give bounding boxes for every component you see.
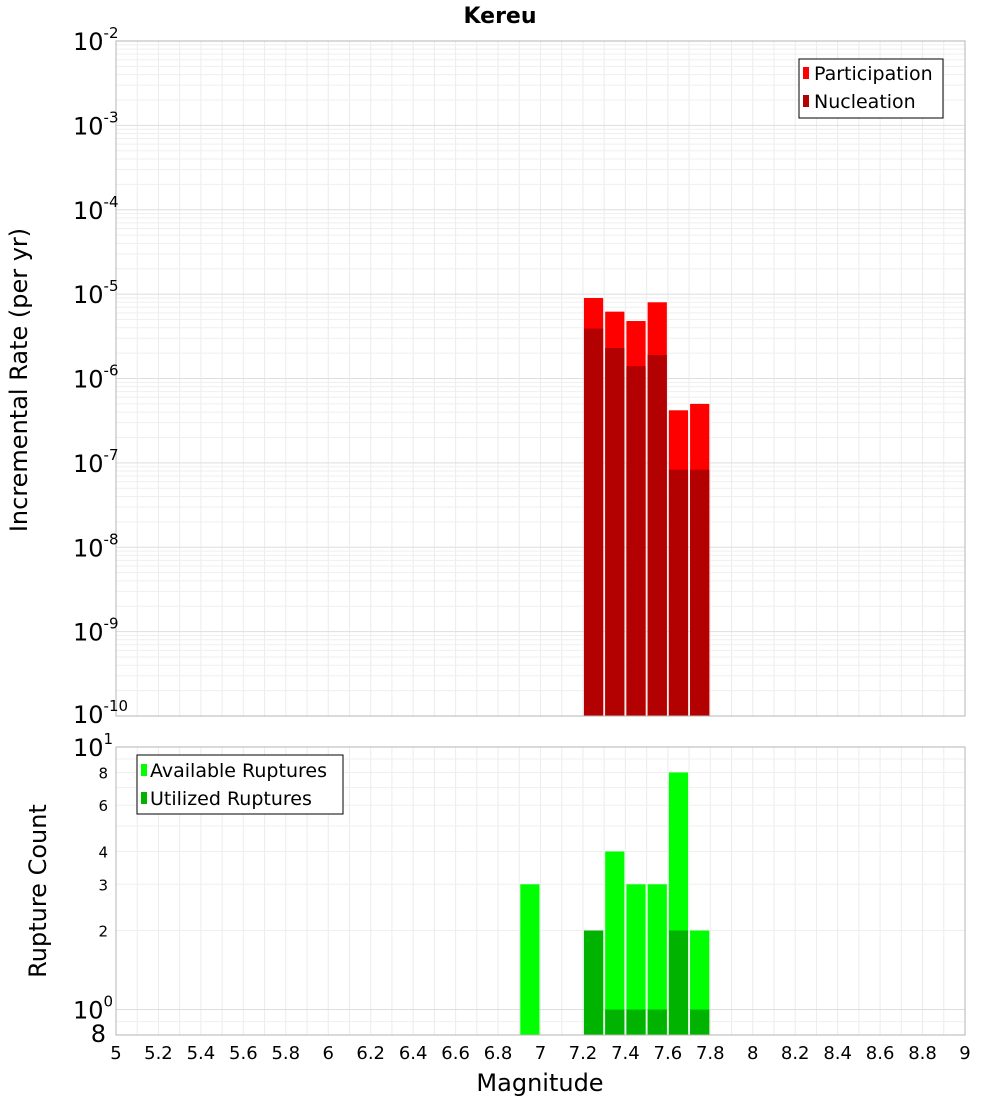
top-bar-nucleation [605, 347, 625, 716]
x-tick-label: 5.8 [271, 1043, 300, 1064]
x-tick-label: 8.8 [908, 1043, 937, 1064]
chart-title: Kereu [463, 4, 536, 29]
bottom-legend: Available Ruptures Utilized Ruptures [136, 754, 344, 815]
tick-exponent: -2 [104, 24, 119, 42]
bottom-y-minor-label: 4 [98, 843, 108, 861]
x-tick-label: 6 [323, 1043, 334, 1064]
bottom-bar-utilized-ruptures [690, 1009, 710, 1035]
tick-base: 10 [73, 534, 104, 562]
top-bar-nucleation [668, 469, 689, 716]
tick-base: 10 [73, 734, 104, 762]
x-tick-label: 8.2 [781, 1043, 810, 1064]
top-y-tick-label: 10-6 [73, 362, 119, 394]
tick-exponent: -4 [104, 193, 119, 211]
tick-base: 10 [73, 197, 104, 225]
x-tick-label: 8 [747, 1043, 758, 1064]
top-y-tick-label: 10-4 [73, 193, 119, 225]
bottom-bar-utilized-ruptures [668, 930, 689, 1035]
x-tick-label: 7.4 [611, 1043, 640, 1064]
tick-exponent: -7 [104, 446, 119, 464]
bottom-y-minor-label: 2 [98, 923, 108, 941]
top-bar-nucleation [626, 366, 646, 716]
bottom-bar-utilized-ruptures [583, 930, 604, 1035]
top-bar-nucleation [583, 328, 604, 716]
bottom-y-minor-label: 8 [98, 764, 108, 782]
x-tick-label: 8.6 [866, 1043, 895, 1064]
tick-exponent: -8 [104, 530, 119, 548]
bottom-bar-available-ruptures [520, 884, 540, 1035]
bottom-bar-available-ruptures [647, 884, 667, 1035]
top-y-tick-label: 10-3 [73, 108, 119, 140]
tick-base: 10 [73, 281, 104, 309]
tick-exponent: -3 [104, 108, 119, 126]
tick-exponent: 0 [104, 993, 114, 1011]
x-tick-label: 8.4 [823, 1043, 852, 1064]
x-axis-label: Magnitude [476, 1069, 603, 1097]
tick-base: 10 [73, 28, 104, 56]
bottom-bar-utilized-ruptures [626, 1009, 646, 1035]
tick-exponent: -6 [104, 362, 119, 380]
tick-exponent: -9 [104, 615, 119, 633]
bottom-y-tick-label: 101 [73, 730, 113, 762]
legend-swatch-nucleation [803, 95, 809, 107]
legend-swatch-utilized-ruptures [141, 792, 147, 804]
tick-exponent: -5 [104, 277, 119, 295]
tick-base: 10 [73, 997, 104, 1025]
tick-base: 10 [73, 450, 104, 478]
tick-exponent: -10 [104, 697, 129, 715]
bottom-bar-utilized-ruptures [605, 1009, 625, 1035]
top-y-tick-label: 10-8 [73, 530, 119, 562]
x-tick-label: 6.4 [399, 1043, 428, 1064]
bottom-y-min-label: 8 [91, 1020, 106, 1048]
x-tick-label: 7.2 [569, 1043, 598, 1064]
bottom-bar-available-ruptures [626, 884, 646, 1035]
top-y-tick-label: 10-10 [73, 697, 128, 729]
bottom-y-axis-label: Rupture Count [24, 804, 52, 978]
top-y-tick-label: 10-7 [73, 446, 119, 478]
x-tick-label: 6.8 [484, 1043, 513, 1064]
legend-label-nucleation: Nucleation [814, 91, 916, 113]
x-tick-label: 7 [535, 1043, 546, 1064]
bottom-legend-box [136, 754, 344, 815]
top-plot-area: 10-210-310-410-510-610-710-810-910-10Par… [73, 24, 966, 729]
bottom-y-minor-label: 3 [98, 876, 108, 894]
top-bar-nucleation [647, 354, 667, 716]
top-y-tick-label: 10-2 [73, 24, 119, 56]
top-legend: Participation Nucleation [798, 58, 944, 119]
x-tick-label: 5.2 [144, 1043, 173, 1064]
top-plot-frame [115, 40, 966, 717]
legend-label-utilized-ruptures: Utilized Ruptures [150, 788, 312, 810]
tick-base: 10 [73, 701, 104, 729]
x-tick-label: 6.2 [356, 1043, 385, 1064]
x-tick-label: 7.8 [696, 1043, 725, 1064]
top-legend-box [798, 58, 944, 119]
x-tick-label: 5 [110, 1043, 121, 1064]
legend-swatch-available-ruptures [141, 764, 147, 776]
x-tick-label: 7.6 [654, 1043, 683, 1064]
bottom-bar-available-ruptures [690, 930, 710, 1035]
bottom-plot-frame [115, 746, 966, 1036]
x-tick-label: 5.6 [229, 1043, 258, 1064]
top-y-tick-label: 10-5 [73, 277, 119, 309]
legend-swatch-participation [803, 67, 809, 79]
x-tick-label: 5.4 [187, 1043, 216, 1064]
bottom-bar-utilized-ruptures [647, 1009, 667, 1035]
x-tick-labels: 5 5.2 5.4 5.6 5.8 6 6.2 6.4 6.6 6.8 7 7.2 7.4 7.6 7.8 8… [110, 1043, 970, 1064]
top-y-tick-label: 10-9 [73, 615, 119, 647]
tick-base: 10 [73, 366, 104, 394]
legend-label-available-ruptures: Available Ruptures [150, 760, 327, 782]
tick-base: 10 [73, 619, 104, 647]
tick-base: 10 [73, 112, 104, 140]
tick-exponent: 1 [104, 730, 114, 748]
legend-label-participation: Participation [814, 63, 933, 85]
x-tick-label: 6.6 [441, 1043, 470, 1064]
bottom-bar-available-ruptures [605, 851, 625, 1035]
x-tick-label: 9 [959, 1043, 970, 1064]
bottom-y-minor-label: 6 [98, 797, 108, 815]
bottom-y-tick-label: 100 [73, 993, 113, 1025]
top-y-axis-label: Incremental Rate (per yr) [5, 228, 33, 532]
top-bar-nucleation [690, 469, 710, 716]
